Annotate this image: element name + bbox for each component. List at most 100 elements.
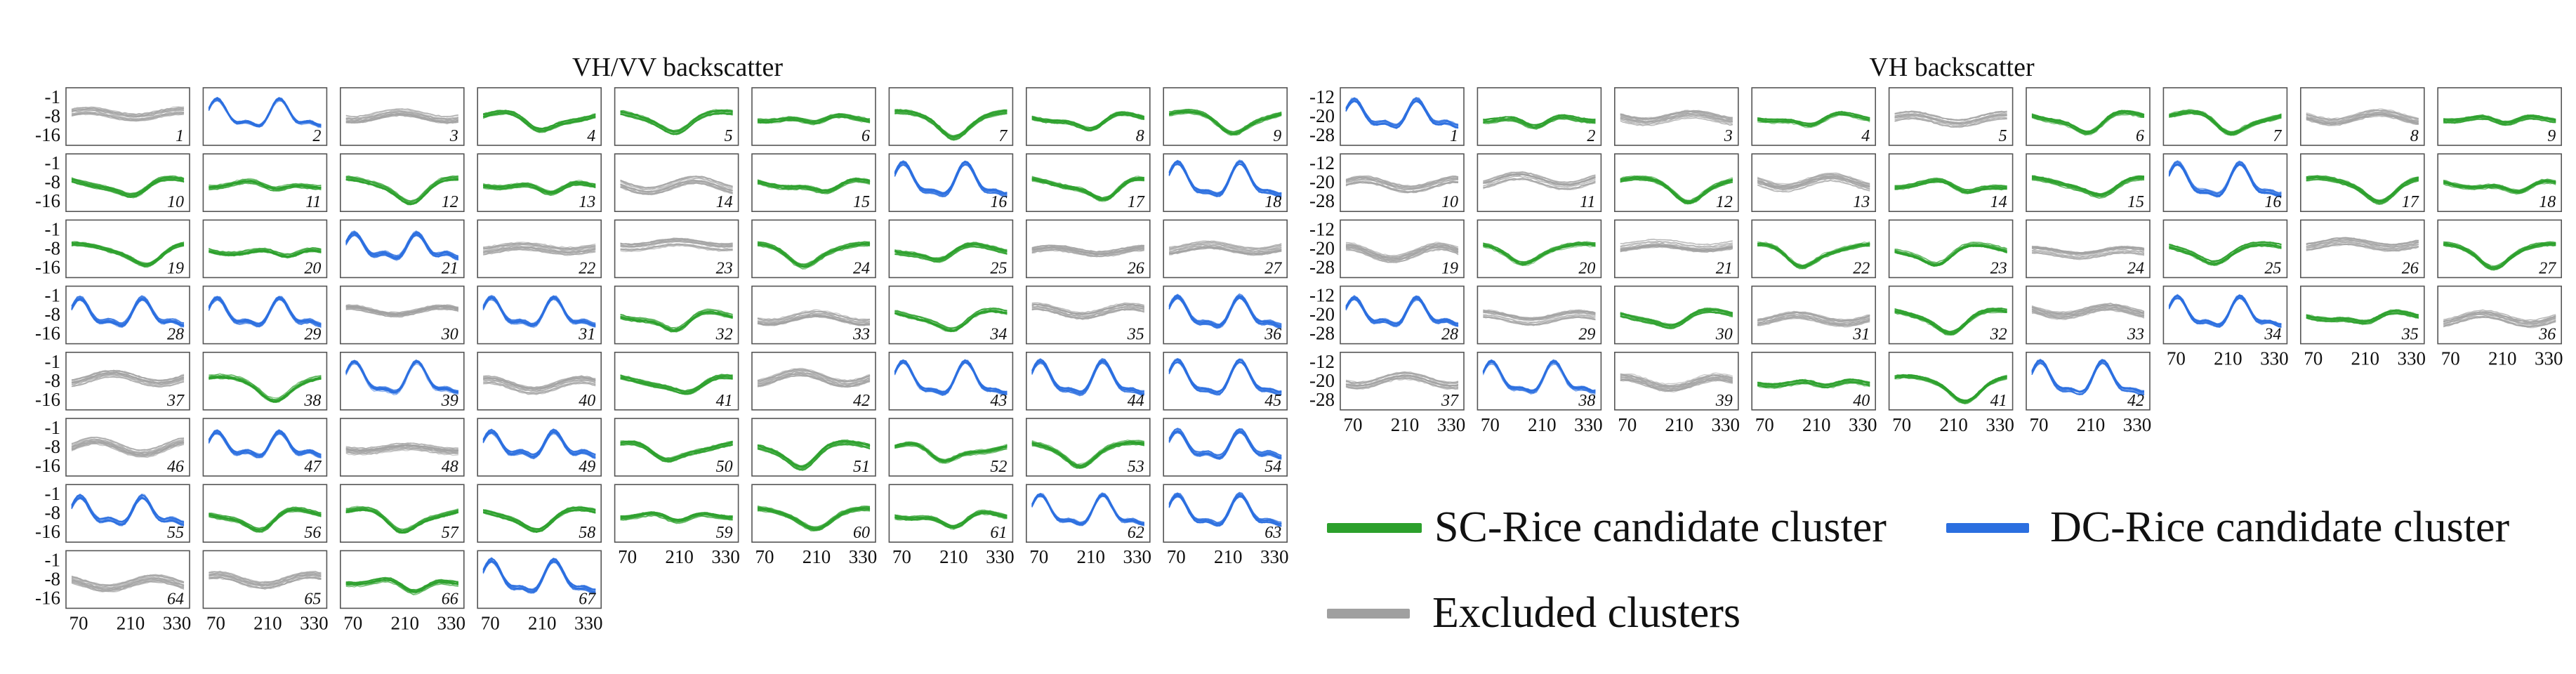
vhvv-cluster-62: 62 <box>1026 484 1151 543</box>
cluster-series-line <box>1620 178 1733 204</box>
vhvv-cluster-61: 61 <box>888 484 1014 543</box>
cluster-number-label: 23 <box>716 259 733 277</box>
cluster-series-line <box>2031 179 2145 199</box>
cluster-series-line <box>1031 306 1144 317</box>
cluster-number-label: 4 <box>587 127 595 145</box>
vh-cluster-8: 8 <box>2300 87 2425 146</box>
cluster-series-line <box>2306 115 2419 126</box>
cluster-series-line <box>482 431 596 458</box>
cluster-series-line <box>1031 177 1144 199</box>
vhvv-cluster-13: 13 <box>477 153 602 212</box>
cluster-series-line <box>1168 358 1282 392</box>
cluster-number-label: 46 <box>167 458 184 476</box>
cluster-series-line <box>209 247 322 256</box>
vhvv-cluster-63: 63 <box>1163 484 1288 543</box>
cluster-series-line <box>1345 298 1459 327</box>
vhvv-cluster-12: 12 <box>339 153 465 212</box>
cluster-number-label: 4 <box>1861 127 1870 145</box>
vhvv-cluster-30: 30 <box>339 285 465 345</box>
cluster-series-line <box>1894 178 2007 191</box>
cluster-series-line <box>894 163 1008 197</box>
cluster-series-line <box>1346 178 1459 191</box>
cluster-series-line <box>757 369 871 383</box>
cluster-series-line <box>1031 440 1144 465</box>
vhvv-cluster-36: 36 <box>1163 285 1288 345</box>
cluster-series-line <box>71 107 185 116</box>
cluster-series-line <box>2031 114 2145 136</box>
cluster-number-label: 43 <box>990 392 1007 410</box>
vh-ytick-label: -28 <box>1309 389 1335 410</box>
cluster-series-line <box>894 111 1008 139</box>
cluster-number-label: 10 <box>167 193 184 211</box>
vh-cluster-39: 39 <box>1614 351 1739 411</box>
cluster-series-line <box>620 515 733 524</box>
vh-xtick-label: 330 <box>2123 414 2152 435</box>
cluster-number-label: 22 <box>1853 259 1870 277</box>
cluster-frame <box>2026 87 2151 146</box>
cluster-series-line <box>1894 374 2007 402</box>
cluster-series-line <box>2168 161 2282 196</box>
cluster-series-line <box>1620 111 1733 121</box>
cluster-number-label: 67 <box>579 590 596 608</box>
cluster-series-line <box>894 161 1008 195</box>
cluster-series-line <box>1620 374 1733 387</box>
cluster-number-label: 41 <box>716 392 733 410</box>
cluster-number-label: 28 <box>1441 326 1458 344</box>
cluster-series-line <box>1483 315 1596 325</box>
cluster-number-label: 16 <box>990 193 1007 211</box>
vhvv-ytick-label: -8 <box>45 105 61 126</box>
cluster-frame <box>1163 351 1288 411</box>
vh-ytick-label: -28 <box>1309 124 1335 145</box>
vhvv-xtick-label: 70 <box>206 612 225 633</box>
legend-dc-label: DC-Rice candidate cluster <box>2050 503 2510 551</box>
cluster-number-label: 23 <box>1990 259 2007 277</box>
cluster-series-line <box>757 440 871 468</box>
cluster-series-line <box>2306 241 2419 249</box>
cluster-series-line <box>2306 243 2419 251</box>
cluster-series-line <box>2306 312 2419 326</box>
cluster-series-line <box>483 112 596 133</box>
cluster-number-label: 64 <box>167 590 184 608</box>
legend-sc-swatch <box>1327 522 1422 533</box>
cluster-series-line <box>482 428 596 456</box>
cluster-number-label: 14 <box>1990 193 2007 211</box>
vhvv-cluster-37: 37 <box>65 351 190 411</box>
cluster-series-line <box>2443 309 2556 322</box>
cluster-series-line <box>209 510 322 533</box>
vhvv-cluster-32: 32 <box>614 285 739 345</box>
cluster-series-line <box>757 509 871 531</box>
cluster-series-line <box>2306 239 2419 249</box>
cluster-series-line <box>1031 113 1145 131</box>
cluster-series-line <box>894 110 1008 138</box>
vhvv-cluster-23: 23 <box>614 219 739 279</box>
cluster-number-label: 18 <box>2539 193 2556 211</box>
vhvv-ytick-label: -1 <box>45 549 61 570</box>
cluster-series-line <box>2031 175 2145 194</box>
cluster-series-line <box>71 370 185 382</box>
cluster-frame <box>751 418 876 477</box>
cluster-series-line <box>2443 179 2556 192</box>
cluster-series-line <box>1346 249 1459 264</box>
cluster-series-line <box>1483 241 1596 263</box>
cluster-series-line <box>1620 372 1733 385</box>
vh-cluster-33: 33 <box>2026 285 2151 345</box>
vhvv-cluster-17: 17 <box>1026 153 1151 212</box>
cluster-series-line <box>2443 117 2556 126</box>
vhvv-cluster-49: 49 <box>477 418 602 477</box>
vh-xtick-label: 70 <box>1892 414 1911 435</box>
cluster-frame <box>202 418 328 477</box>
cluster-number-label: 30 <box>441 326 458 344</box>
cluster-series-line <box>757 181 871 194</box>
vhvv-cluster-57: 57 <box>339 484 465 543</box>
cluster-series-line <box>620 238 733 246</box>
cluster-series-line <box>1031 303 1145 314</box>
cluster-number-label: 12 <box>442 193 458 211</box>
cluster-number-label: 55 <box>167 524 184 542</box>
cluster-frame <box>202 153 328 212</box>
vh-xtick-label: 70 <box>2030 414 2049 435</box>
vhvv-xtick-label: 210 <box>391 612 420 633</box>
cluster-series-line <box>1620 176 1733 201</box>
cluster-series-line <box>2306 312 2419 324</box>
cluster-series-line <box>757 372 871 386</box>
vh-cluster-17: 17 <box>2300 153 2425 212</box>
